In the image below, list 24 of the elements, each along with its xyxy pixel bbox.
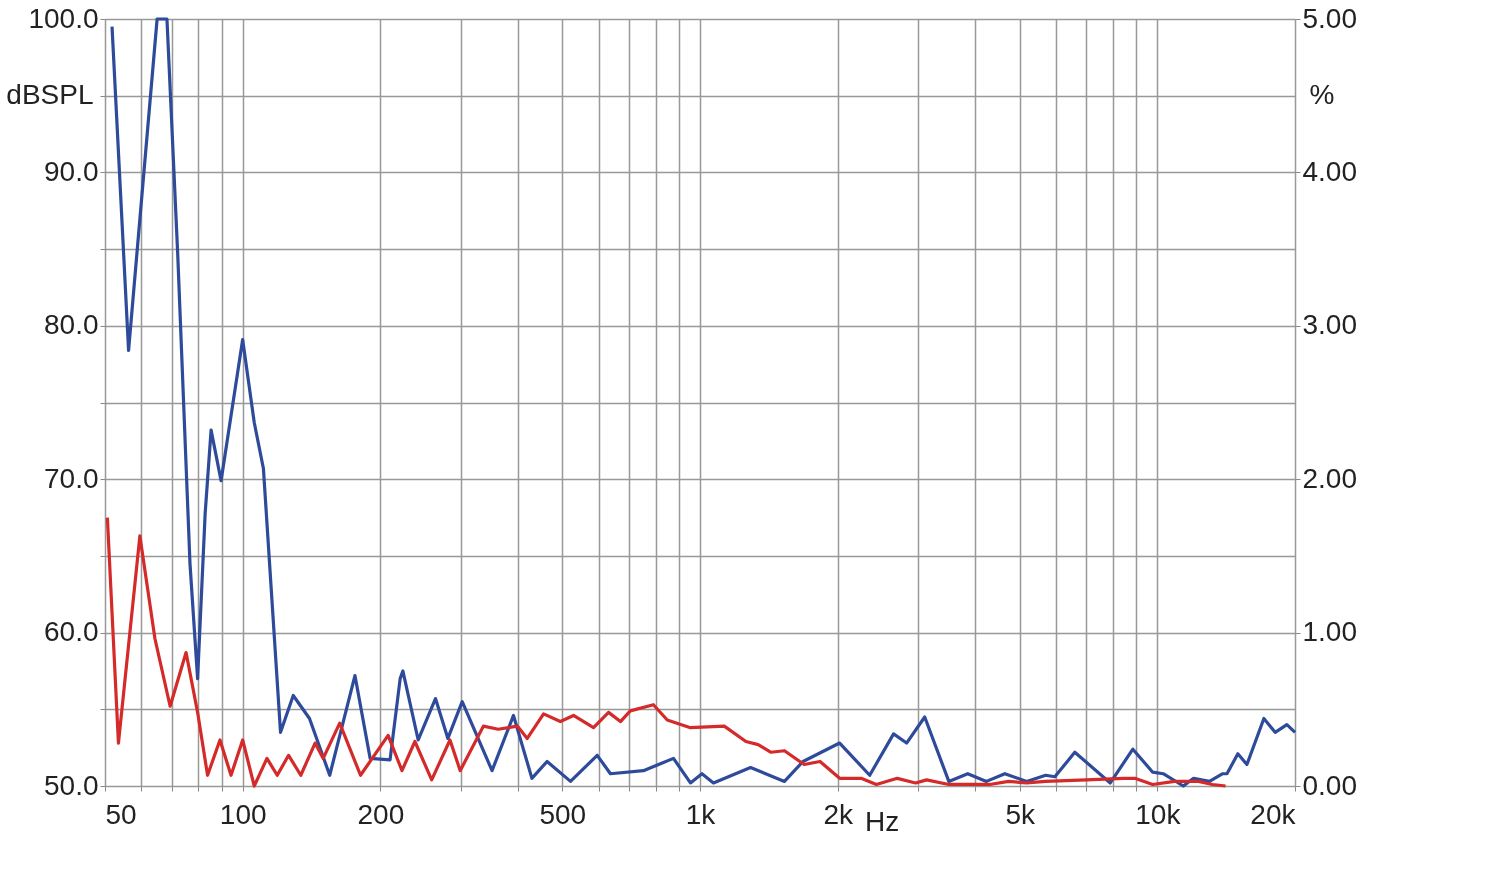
x-tick-label: 2k <box>823 798 854 830</box>
y-tick-label: 60.0 <box>44 616 99 648</box>
x-tick-label: 5k <box>1005 798 1036 830</box>
y2-tick-label: 2.00 <box>1302 462 1357 494</box>
x-tick-label: 50 <box>105 798 137 830</box>
y-tick-label: 70.0 <box>44 462 99 494</box>
y-tick-label: 90.0 <box>44 155 99 187</box>
y2-tick-label: 0.00 <box>1302 769 1357 801</box>
y2-tick-label: 5.00 <box>1302 2 1357 34</box>
x-tick-label: 100 <box>219 798 267 830</box>
y-tick-label: 50.0 <box>44 769 99 801</box>
y2-tick-label: 4.00 <box>1302 155 1357 187</box>
y-axis-title: dBSPL <box>6 79 94 111</box>
x-tick-label: 20k <box>1250 798 1297 830</box>
y2-tick-label: 1.00 <box>1302 616 1357 648</box>
x-tick-label: 500 <box>539 798 587 830</box>
y-tick-label: 80.0 <box>44 309 99 341</box>
x-axis-title: Hz <box>865 805 900 837</box>
y-tick-label: 100.0 <box>28 2 99 34</box>
y2-axis-title: % <box>1309 79 1335 111</box>
x-tick-label: 10k <box>1135 798 1182 830</box>
y2-tick-label: 3.00 <box>1302 309 1357 341</box>
x-tick-label: 1k <box>685 798 717 830</box>
x-tick-label: 200 <box>357 798 405 830</box>
